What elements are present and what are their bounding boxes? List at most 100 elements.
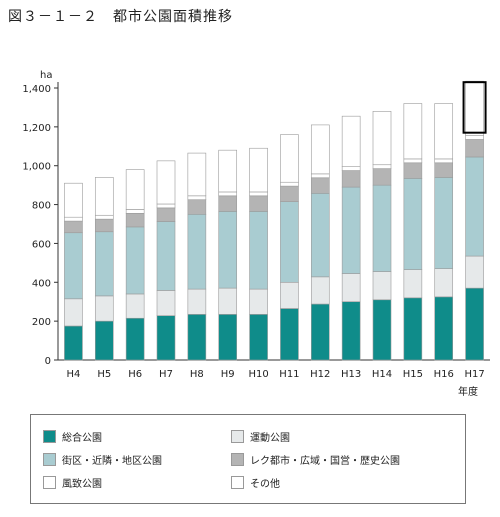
bar-segment [341, 301, 361, 361]
bar-segment [249, 211, 268, 290]
legend-label: 運動公園 [250, 433, 290, 444]
bar-segment [249, 191, 268, 197]
y-unit-label: ha [40, 70, 52, 81]
bar-segment [310, 173, 330, 179]
bar-segment [372, 271, 392, 301]
bar-segment [94, 218, 114, 233]
bar-segment [156, 207, 176, 222]
bar-segment [403, 162, 423, 179]
bar-segment [187, 199, 207, 215]
y-tick-label: 800 [32, 201, 51, 212]
y-tick-label: 1,400 [22, 84, 51, 95]
legend-swatch [231, 476, 244, 489]
bar-segment [218, 195, 238, 212]
bar-segment [156, 315, 176, 361]
bar-segment [403, 158, 423, 164]
bar-segment [434, 268, 454, 298]
legend-swatch [231, 430, 244, 443]
x-tick-label: H6 [128, 369, 142, 380]
y-tick-label: 1,000 [22, 162, 51, 173]
legend-item: その他 [231, 475, 280, 490]
bar-segment [218, 287, 238, 315]
bar-segment [218, 191, 238, 197]
bar-segment [125, 169, 145, 210]
bar-segment [94, 231, 114, 297]
bar-segment [310, 177, 330, 194]
x-tick-label: H9 [221, 369, 235, 380]
legend-label: 風致公園 [62, 479, 102, 490]
legend-swatch [43, 476, 56, 489]
bar-segment [64, 298, 83, 327]
bar-segment [310, 303, 330, 361]
bar-segment [310, 193, 330, 278]
legend-swatch [231, 453, 244, 466]
x-tick-label: H4 [66, 369, 80, 380]
x-tick-label: H11 [279, 369, 299, 380]
legend-label: 街区・近隣・地区公園 [62, 456, 162, 467]
x-tick-label: H14 [372, 369, 392, 380]
bar-segment [341, 115, 361, 167]
bar-segment [249, 288, 268, 315]
bar-segment [187, 213, 207, 290]
legend-label: 総合公園 [62, 433, 102, 444]
bar-segment [218, 211, 238, 289]
bar-segment [218, 314, 238, 361]
bar-segment [372, 164, 392, 169]
bar-segment [125, 317, 145, 361]
bar-segment [310, 124, 330, 175]
x-tick-label: H7 [159, 369, 173, 380]
bar-segment [434, 162, 454, 178]
bar-segment [125, 209, 145, 214]
bar-segment [156, 203, 176, 209]
legend-item: 街区・近隣・地区公園 [43, 452, 162, 467]
legend-item: 運動公園 [231, 429, 290, 444]
y-tick-label: 400 [32, 278, 51, 289]
stacked-bar-chart: 0 200 400 600 800 1,000 1,200 1,400 ha H4 H5 H6 H7 H8… [22, 70, 490, 398]
bar-segment [403, 103, 423, 160]
bar-segment [341, 170, 361, 188]
bar-segment [465, 80, 484, 136]
bar-segment [94, 295, 114, 322]
bar-segment [465, 255, 484, 289]
bar-segment [403, 297, 423, 361]
bar-segment [372, 111, 392, 166]
bar-segment [403, 269, 423, 299]
bar-segment [218, 149, 238, 193]
bar-segment [434, 296, 454, 361]
x-tick-label: H17 [464, 369, 484, 380]
bar-segment [64, 232, 83, 300]
bar-segment [156, 290, 176, 317]
legend-swatch [43, 430, 56, 443]
bar-segment [156, 160, 176, 205]
bar-segment [94, 320, 114, 361]
bar-segment [310, 276, 330, 305]
bar-segment [187, 314, 207, 361]
bar-segment [434, 103, 454, 160]
bar-segment [372, 184, 392, 272]
bar-segment [94, 177, 114, 216]
bar-segment [280, 308, 299, 361]
bar-segment [187, 152, 207, 197]
legend-swatch [43, 453, 56, 466]
figure-title: 図３－１－２ 都市公園面積推移 [8, 9, 233, 25]
bar-segment [249, 195, 268, 212]
bar-segment [156, 221, 176, 291]
y-tick-label: 600 [32, 239, 51, 250]
legend-label: その他 [250, 479, 280, 490]
x-tick-label: H16 [434, 369, 454, 380]
x-tick-label: H15 [403, 369, 423, 380]
bar-segment [434, 177, 454, 269]
x-tick-label: H12 [310, 369, 330, 380]
x-tick-label: H5 [97, 369, 111, 380]
legend-item: 総合公園 [43, 429, 102, 444]
x-tick-label: H8 [190, 369, 204, 380]
legend-item: レク都市・広域・国営・歴史公園 [231, 452, 400, 467]
bar-segment [372, 168, 392, 186]
bar-segment [280, 181, 299, 187]
bar-segment [341, 186, 361, 274]
y-tick-label: 0 [45, 356, 51, 367]
bar-segment [64, 182, 83, 218]
bar-segment [187, 288, 207, 315]
bar-segment [280, 201, 299, 283]
bar-segment [280, 185, 299, 202]
